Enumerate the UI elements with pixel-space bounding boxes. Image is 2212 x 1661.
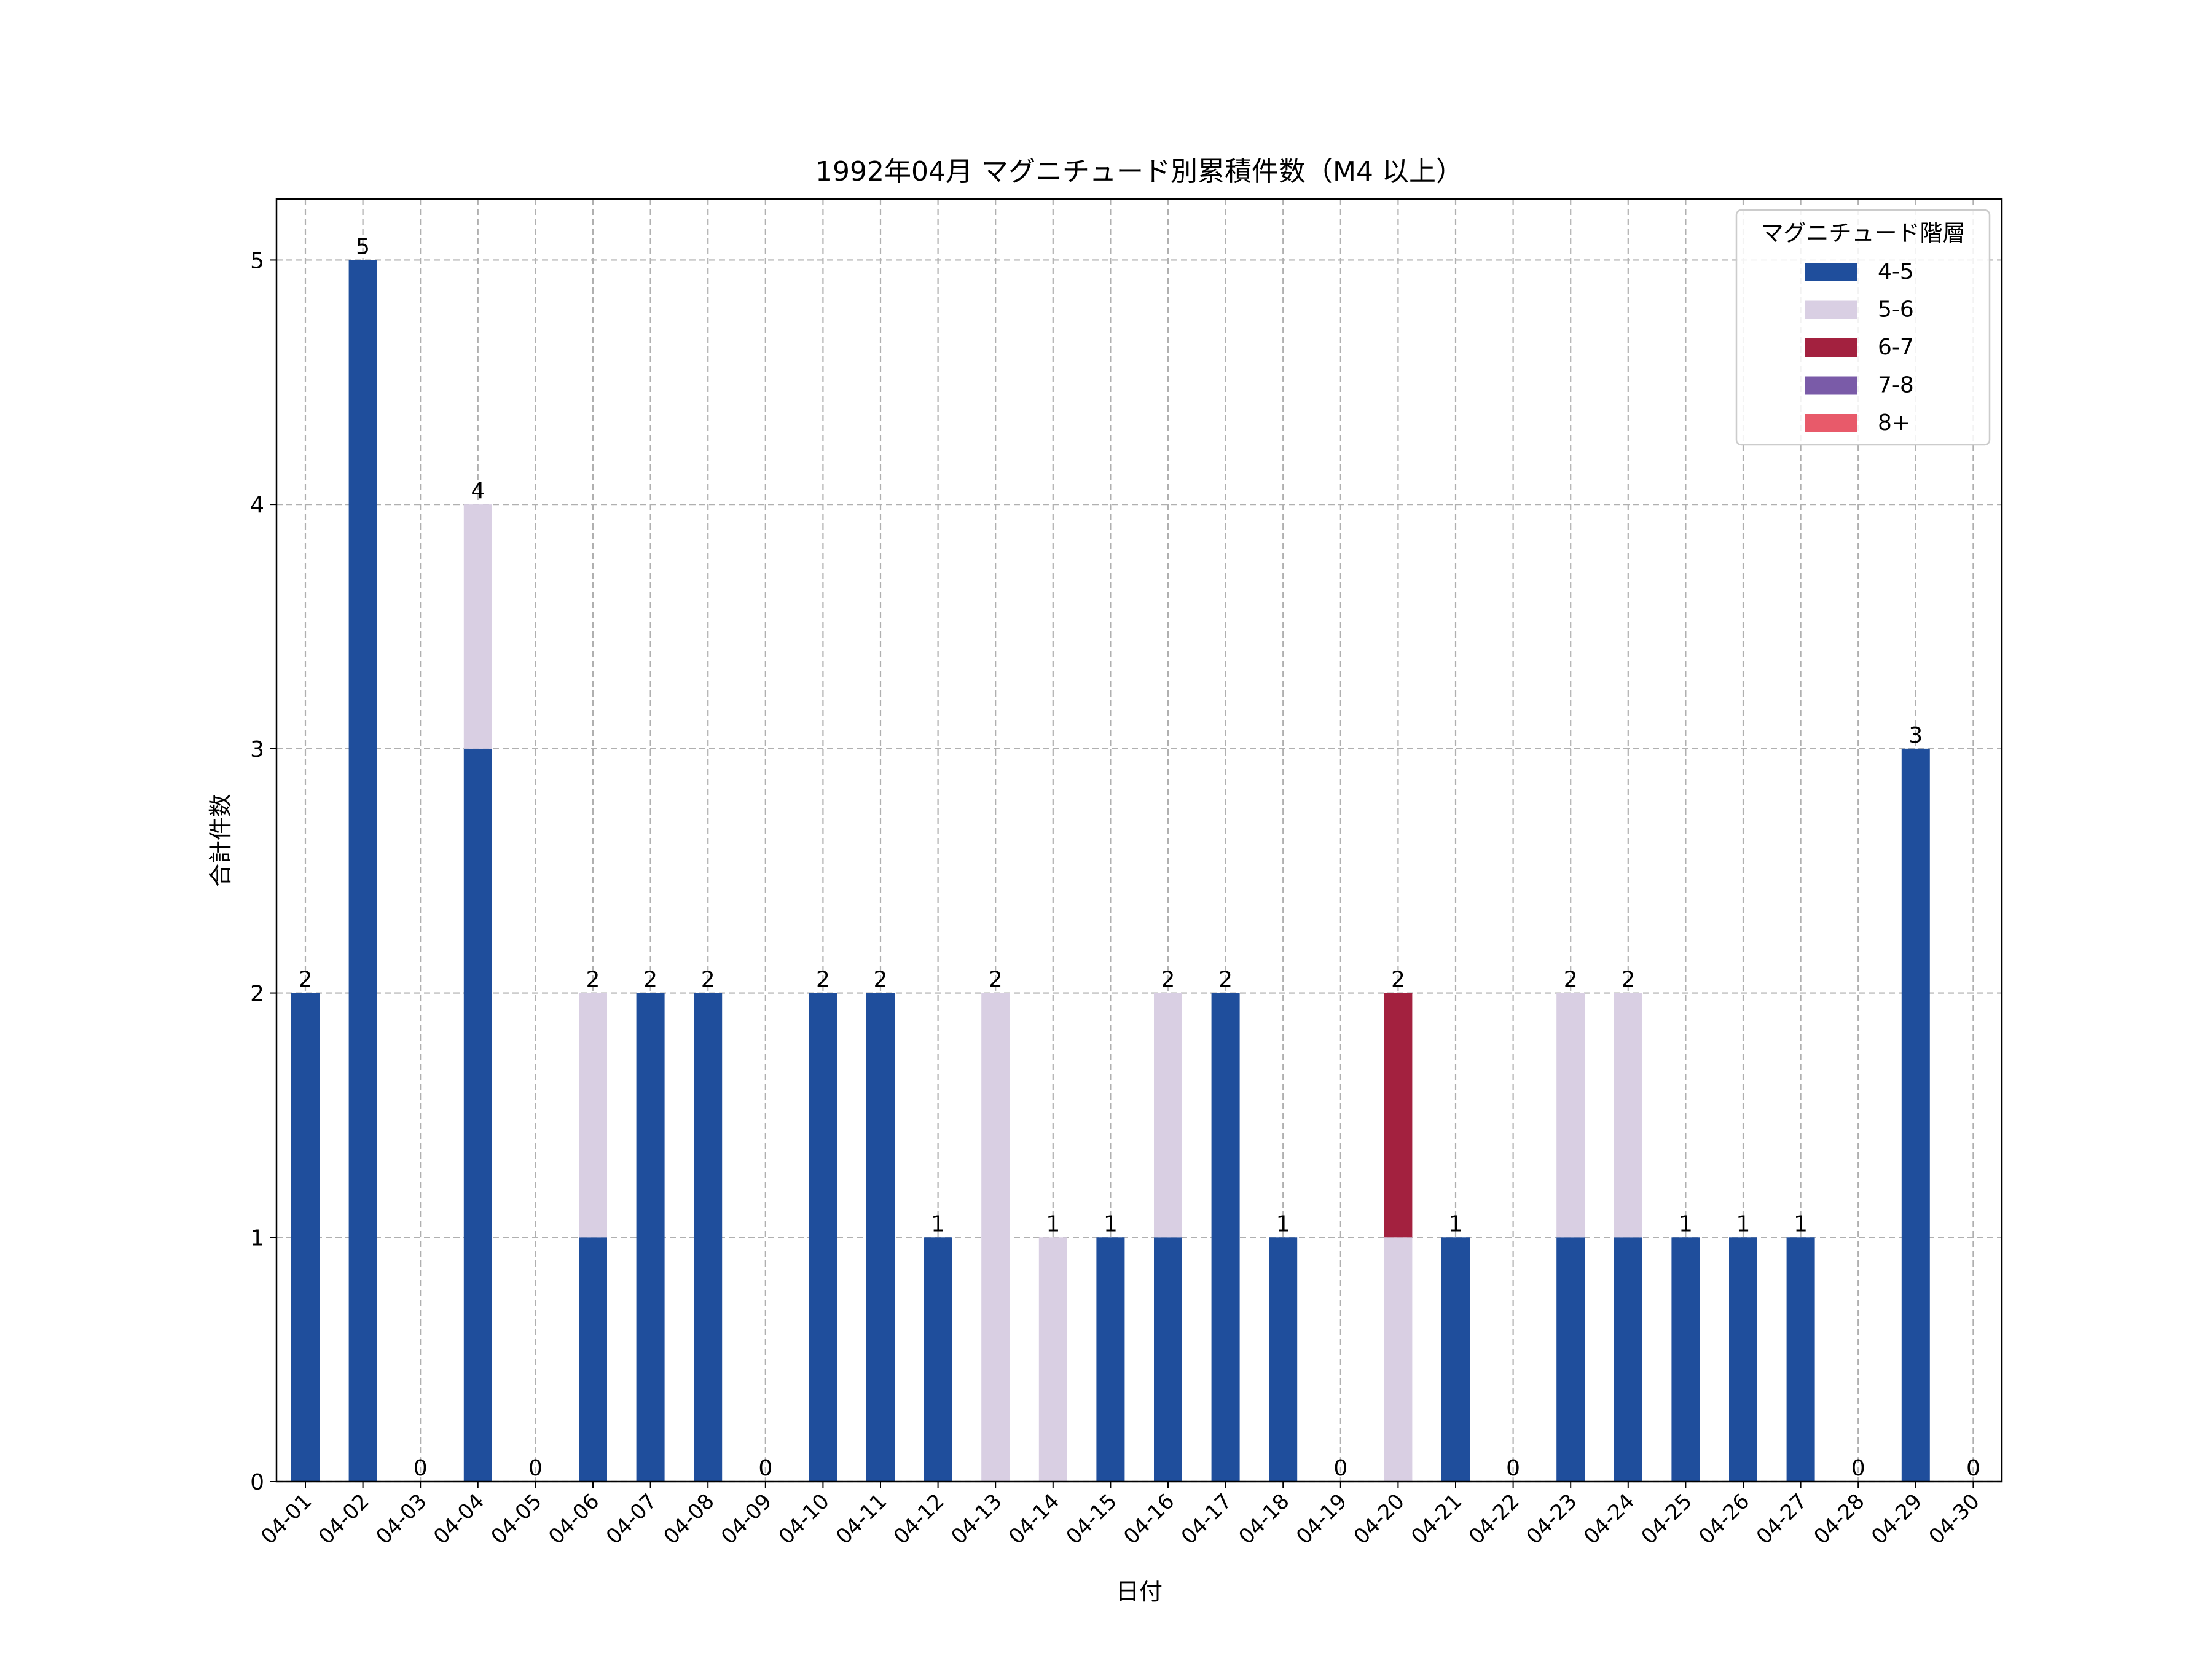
total-label-04-18: 1 [1276,1211,1290,1237]
total-label-04-13: 2 [989,967,1003,993]
bar-segment-4-5-04-18 [1269,1237,1298,1482]
total-label-04-05: 0 [528,1456,543,1481]
y-tick-label: 0 [250,1470,264,1495]
y-tick-label: 1 [250,1225,264,1251]
bar-segment-5-6-04-16 [1154,993,1182,1238]
bar-segment-4-5-04-07 [636,993,665,1482]
bar-segment-4-5-04-21 [1441,1237,1470,1482]
total-label-04-27: 1 [1794,1211,1808,1237]
x-axis-label: 日付 [1116,1578,1163,1605]
total-label-04-03: 0 [414,1456,428,1481]
total-label-04-08: 2 [701,967,715,993]
bar-segment-5-6-04-06 [579,993,607,1238]
bar-segment-5-6-04-23 [1556,993,1585,1238]
total-label-04-14: 1 [1046,1211,1060,1237]
legend-box [1735,209,1991,446]
bar-segment-4-5-04-04 [463,748,492,1482]
y-tick-label: 2 [250,982,264,1007]
total-label-04-09: 0 [758,1456,772,1481]
total-label-04-01: 2 [299,967,313,993]
total-label-04-30: 0 [1966,1456,1980,1481]
bar-segment-4-5-04-23 [1556,1237,1585,1482]
total-label-04-20: 2 [1391,967,1405,993]
bar-segment-4-5-04-15 [1096,1237,1125,1482]
bar-segment-4-5-04-12 [924,1237,952,1482]
bar-segment-5-6-04-24 [1614,993,1642,1238]
total-label-04-28: 0 [1851,1456,1865,1481]
total-label-04-25: 1 [1679,1211,1693,1237]
y-tick-label: 4 [250,493,264,518]
chart-title: 1992年04月 マグニチュード別累積件数（M4 以上） [815,156,1463,187]
total-label-04-15: 1 [1104,1211,1118,1237]
legend-label-6-7: 6-7 [1878,335,1914,360]
legend: マグニチュード階層 4-5 5-6 6-7 7-8 8+ [1735,209,1991,446]
legend-label-7-8: 7-8 [1878,373,1914,398]
bar-segment-4-5-04-10 [809,993,837,1482]
bar-segment-5-6-04-04 [463,504,492,749]
bar-segment-4-5-04-16 [1154,1237,1182,1482]
total-label-04-12: 1 [931,1211,945,1237]
bar-segment-4-5-04-25 [1671,1237,1700,1482]
bar-segment-5-6-04-14 [1038,1237,1067,1482]
bar-segment-4-5-04-06 [579,1237,607,1482]
legend-swatch-6-7 [1805,338,1857,357]
legend-swatch-5-6 [1805,300,1857,319]
bar-segment-4-5-04-17 [1211,993,1240,1482]
legend-swatch-8+ [1805,414,1857,432]
total-label-04-21: 1 [1449,1211,1463,1237]
bar-segment-4-5-04-26 [1729,1237,1757,1482]
total-label-04-29: 3 [1908,723,1923,748]
legend-title: マグニチュード階層 [1761,220,1966,246]
plot-area-frame [275,198,2003,1483]
bar-segment-4-5-04-29 [1901,748,1930,1482]
y-tick-label: 3 [250,737,264,762]
bar-segment-4-5-04-11 [866,993,895,1482]
bar-segment-4-5-04-24 [1614,1237,1642,1482]
total-label-04-19: 0 [1333,1456,1347,1481]
bar-segment-4-5-04-02 [348,260,377,1482]
total-label-04-24: 2 [1621,967,1635,993]
y-axis-label: 合計件数 [207,794,234,887]
legend-label-5-6: 5-6 [1878,297,1914,322]
total-label-04-10: 2 [816,967,830,993]
total-label-04-04: 4 [471,479,485,504]
bar-segment-5-6-04-20 [1384,1237,1413,1482]
bar-segment-4-5-04-08 [694,993,723,1482]
total-label-04-06: 2 [586,967,600,993]
bar-segment-5-6-04-13 [981,993,1010,1482]
total-label-04-02: 5 [356,234,370,259]
total-label-04-16: 2 [1161,967,1175,993]
total-label-04-23: 2 [1564,967,1578,993]
legend-swatch-4-5 [1805,263,1857,281]
total-label-04-22: 0 [1506,1456,1520,1481]
total-label-04-11: 2 [874,967,888,993]
legend-label-8+: 8+ [1878,410,1910,436]
legend-label-4-5: 4-5 [1878,259,1914,284]
bar-segment-6-7-04-20 [1384,993,1413,1238]
total-label-04-26: 1 [1736,1211,1751,1237]
total-label-04-07: 2 [643,967,657,993]
legend-swatch-7-8 [1805,376,1857,395]
y-tick-label: 5 [250,248,264,273]
bar-segment-4-5-04-01 [291,993,320,1482]
bar-segment-4-5-04-27 [1786,1237,1815,1482]
total-label-04-17: 2 [1218,967,1233,993]
